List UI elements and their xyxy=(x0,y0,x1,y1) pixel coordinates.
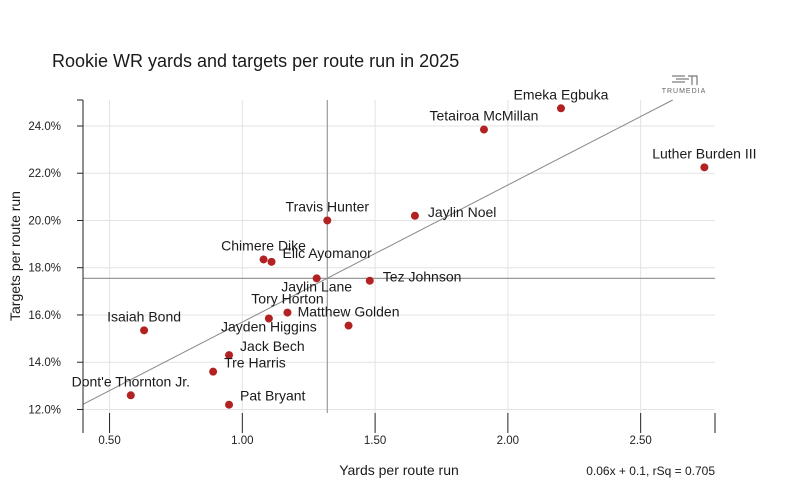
data-point xyxy=(410,211,419,220)
x-tick-label: 2.50 xyxy=(629,435,651,447)
data-point xyxy=(700,163,709,172)
data-point xyxy=(140,326,149,335)
point-label: Emeka Egbuka xyxy=(514,86,609,102)
data-point xyxy=(264,314,273,323)
data-point xyxy=(312,274,321,283)
point-label: Chimere Dike xyxy=(221,237,306,253)
logo-text: TRUMEDIA xyxy=(662,88,707,95)
y-tick-label: 18.0% xyxy=(28,263,61,275)
y-tick-label: 22.0% xyxy=(28,168,61,180)
data-point xyxy=(283,308,292,317)
point-label: Pat Bryant xyxy=(240,388,305,404)
x-tick-label: 0.50 xyxy=(98,435,120,447)
data-point xyxy=(126,391,135,400)
data-point xyxy=(323,216,332,225)
y-tick-label: 20.0% xyxy=(28,215,61,227)
point-label: Jayden Higgins xyxy=(221,319,317,335)
data-point xyxy=(225,351,234,360)
point-label: Jaylin Lane xyxy=(281,278,352,294)
data-point xyxy=(209,367,218,376)
data-point xyxy=(267,257,276,266)
chart-title: Rookie WR yards and targets per route ru… xyxy=(52,51,459,71)
point-label: Tez Johnson xyxy=(383,269,462,285)
trumedia-logo: TRUMEDIA xyxy=(662,75,707,95)
regression-equation: 0.06x + 0.1, rSq = 0.705 xyxy=(586,464,715,478)
data-point xyxy=(259,255,268,264)
y-tick-label: 16.0% xyxy=(28,310,61,322)
mean-lines xyxy=(83,100,715,413)
trumedia-logo-icon xyxy=(672,75,698,85)
x-tick-label: 2.00 xyxy=(497,435,519,447)
regression-line-group xyxy=(82,99,673,405)
x-tick-label: 1.50 xyxy=(364,435,386,447)
x-axis-label: Yards per route run xyxy=(339,462,459,478)
axes: 12.0% 14.0% 16.0% 18.0% 20.0% 22.0% 24.0% 0.50 1… xyxy=(28,99,716,447)
point-label: Isaiah Bond xyxy=(107,308,181,324)
point-label: Jack Bech xyxy=(240,338,305,354)
point-label: Travis Hunter xyxy=(286,198,370,214)
y-tick-label: 14.0% xyxy=(28,357,61,369)
point-label: Dont'e Thornton Jr. xyxy=(72,373,190,389)
point-label: Matthew Golden xyxy=(298,304,400,320)
point-label: Luther Burden III xyxy=(652,145,756,161)
x-tick-label: 1.00 xyxy=(231,435,253,447)
data-points xyxy=(126,104,709,409)
data-point xyxy=(556,104,565,113)
point-label: Tre Harris xyxy=(224,355,286,371)
grid xyxy=(83,100,715,413)
regression-line xyxy=(82,99,673,405)
point-labels: Emeka Egbuka Tetairoa McMillan Luther Burd… xyxy=(72,86,757,403)
y-tick-label: 12.0% xyxy=(28,404,61,416)
point-label: Tory Horton xyxy=(251,291,323,307)
y-axis-label: Targets per route run xyxy=(7,191,23,321)
point-label: Tetairoa McMillan xyxy=(430,108,539,124)
data-point xyxy=(225,400,234,409)
point-label: Elic Ayomanor xyxy=(283,245,373,261)
y-tick-label: 24.0% xyxy=(28,121,61,133)
data-point xyxy=(479,125,488,134)
data-point xyxy=(344,321,353,330)
point-label: Jaylin Noel xyxy=(428,204,496,220)
data-point xyxy=(365,276,374,285)
